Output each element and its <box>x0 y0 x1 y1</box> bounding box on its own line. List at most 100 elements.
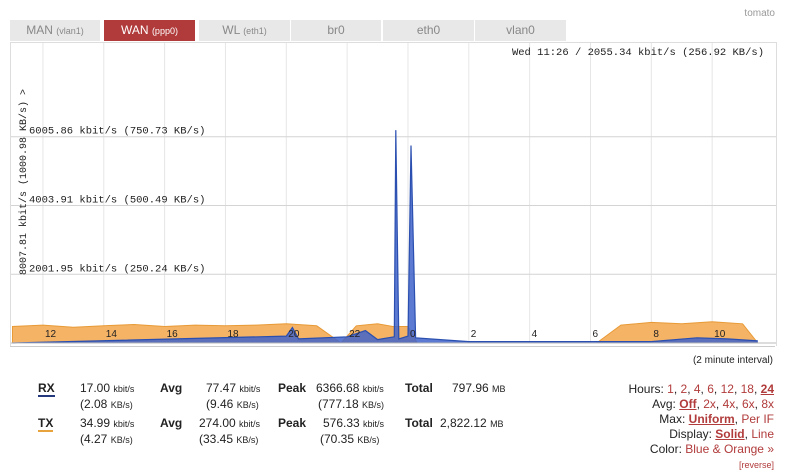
display-label: Display: <box>669 427 712 441</box>
hour-tick-label: 6 <box>592 329 598 340</box>
tab-label: vlan0 <box>506 23 535 37</box>
hours-option-1[interactable]: 1 <box>667 382 674 396</box>
tx-avg: 274.00 kbit/s <box>199 416 260 430</box>
avg-option-6x[interactable]: 6x <box>741 397 755 411</box>
graph-canvas: 6005.86 kbit/s (750.73 KB/s) 4003.91 kbit… <box>11 43 776 344</box>
rx-total-value: 797.96 <box>452 381 489 395</box>
rx-total-label: Total <box>405 381 433 395</box>
tab-vlan0[interactable]: vlan0 <box>475 20 566 41</box>
tx-rate-kb-value: (4.27 <box>80 432 108 446</box>
tab-br0[interactable]: br0 <box>291 20 381 41</box>
avg-option-8x[interactable]: 8x <box>761 397 774 411</box>
tab-wan[interactable]: WAN (ppp0) <box>104 20 195 41</box>
hours-option-24[interactable]: 24 <box>760 382 774 396</box>
current-rate-readout: Wed 11:26 / 2055.34 kbit/s (256.92 KB/s) <box>512 47 764 59</box>
rx-peak-value: 6366.68 <box>316 381 360 395</box>
stats-panel: RX 17.00 kbit/s (2.08 KB/s) Avg 77.47 kb… <box>38 381 598 451</box>
rx-avg-unit: kbit/s <box>239 384 261 394</box>
hours-option-4[interactable]: 4 <box>693 382 701 396</box>
rx-avg-kb: (9.46 KB/s) <box>206 397 259 411</box>
hour-tick-label: 10 <box>714 329 726 340</box>
hour-tick-label: 22 <box>349 329 361 340</box>
hour-tick-label: 14 <box>106 329 118 340</box>
color-option-row: Color: Blue & Orange » <box>524 442 774 457</box>
rx-total-unit: MB <box>492 384 506 394</box>
avg-option-2x[interactable]: 2x <box>703 397 716 411</box>
rx-line <box>12 130 758 344</box>
display-option-line[interactable]: Line <box>751 427 774 441</box>
color-label: Color: <box>649 442 682 456</box>
tab-label: WAN <box>121 23 149 37</box>
tx-total: 2,822.12 MB <box>440 416 504 430</box>
tab-iface: (vlan1) <box>56 26 84 36</box>
rx-peak-kb-value: (777.18 <box>318 397 359 411</box>
tx-avg-unit: kbit/s <box>239 419 261 429</box>
tx-rate: 34.99 kbit/s <box>80 416 134 430</box>
tx-peak: 576.33 kbit/s <box>323 416 384 430</box>
hours-option-18[interactable]: 18 <box>740 382 754 396</box>
gridline-label: 4003.91 kbit/s (500.49 KB/s) <box>29 194 205 206</box>
rx-area <box>12 130 758 343</box>
y-axis-max-text: 8007.81 kbit/s (1000.98 KB/s) > <box>19 88 30 275</box>
avg-option-off[interactable]: Off <box>679 397 697 411</box>
display-option-solid[interactable]: Solid <box>715 427 745 441</box>
hour-tick-label: 16 <box>167 329 179 340</box>
rx-peak-kb: (777.18 KB/s) <box>318 397 384 411</box>
reverse-link[interactable]: [reverse] <box>738 460 774 470</box>
hours-option-6[interactable]: 6 <box>707 382 714 396</box>
display-options: Solid, Line <box>715 427 774 441</box>
rx-rate-unit: kbit/s <box>113 384 135 394</box>
rx-peak-unit: kbit/s <box>362 384 384 394</box>
tab-label: eth0 <box>416 23 441 37</box>
tab-label: MAN <box>26 23 53 37</box>
rx-rate: 17.00 kbit/s <box>80 381 134 395</box>
hours-label: Hours: <box>628 382 664 396</box>
tab-eth0[interactable]: eth0 <box>383 20 474 41</box>
rx-avg-kb-unit: KB/s) <box>236 400 259 410</box>
max-option-uniform[interactable]: Uniform <box>688 412 735 426</box>
hours-option-row: Hours: 1, 2, 4, 6, 12, 18, 24 <box>524 382 774 397</box>
tx-rate-unit: kbit/s <box>113 419 135 429</box>
max-option-per-if[interactable]: Per IF <box>741 412 774 426</box>
hour-tick-label: 18 <box>227 329 239 340</box>
tx-total-unit: MB <box>490 419 504 429</box>
rx-peak: 6366.68 kbit/s <box>316 381 384 395</box>
tx-area <box>12 321 759 344</box>
tab-wl[interactable]: WL (eth1) <box>199 20 290 41</box>
rx-rate-kb: (2.08 KB/s) <box>80 397 133 411</box>
tab-iface: (ppp0) <box>151 26 178 36</box>
tx-rate-value: 34.99 <box>80 416 111 430</box>
rx-avg-kb-value: (9.46 <box>206 397 234 411</box>
tx-peak-label: Peak <box>278 416 307 430</box>
tx-total-label: Total <box>405 416 433 430</box>
rx-avg: 77.47 kbit/s <box>206 381 260 395</box>
display-option-row: Display: Solid, Line <box>524 427 774 442</box>
brand-label: tomato <box>744 8 775 19</box>
tx-avg-kb-value: (33.45 <box>199 432 234 446</box>
tx-peak-kb: (70.35 KB/s) <box>320 432 379 446</box>
hours-option-12[interactable]: 12 <box>720 382 734 396</box>
rx-avg-label: Avg <box>160 381 183 395</box>
bandwidth-graph[interactable]: 6005.86 kbit/s (750.73 KB/s) 4003.91 kbit… <box>10 42 777 346</box>
hour-tick-label: 4 <box>532 329 538 340</box>
color-scheme-link[interactable]: Blue & Orange » <box>685 442 774 456</box>
tx-avg-value: 274.00 <box>199 416 236 430</box>
tx-total-value: 2,822.12 <box>440 416 487 430</box>
tx-avg-label: Avg <box>160 416 183 430</box>
hours-option-2[interactable]: 2 <box>680 382 688 396</box>
hour-tick-label: 20 <box>288 329 300 340</box>
hour-tick-label: 12 <box>45 329 57 340</box>
tx-avg-kb: (33.45 KB/s) <box>199 432 258 446</box>
divider <box>10 346 775 347</box>
rx-peak-label: Peak <box>278 381 307 395</box>
rx-avg-value: 77.47 <box>206 381 237 395</box>
rx-total: 797.96 MB <box>452 381 506 395</box>
rx-rate-value: 17.00 <box>80 381 111 395</box>
tab-man[interactable]: MAN (vlan1) <box>10 20 100 41</box>
avg-label: Avg: <box>652 397 676 411</box>
tab-iface: (eth1) <box>243 26 267 36</box>
hour-tick-label: 2 <box>471 329 477 340</box>
tx-label: TX <box>38 416 54 432</box>
avg-option-4x[interactable]: 4x <box>722 397 736 411</box>
tab-label: WL <box>222 23 240 37</box>
